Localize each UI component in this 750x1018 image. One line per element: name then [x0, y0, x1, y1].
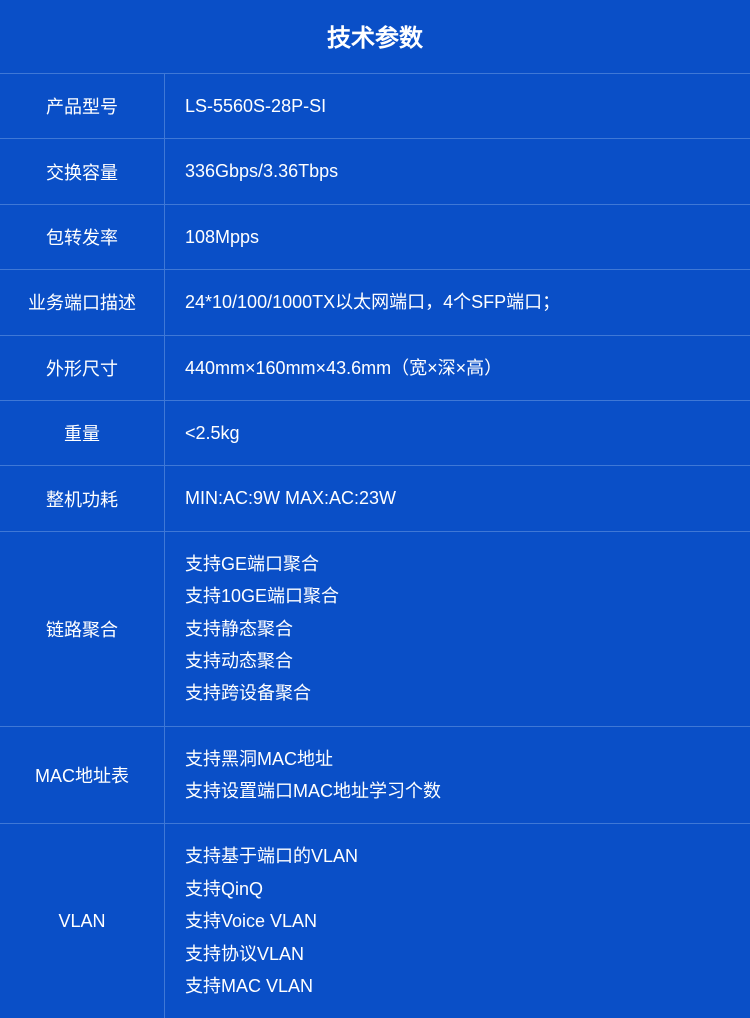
row-label: 交换容量 [0, 139, 165, 203]
value-line: 支持MAC VLAN [185, 970, 730, 1002]
value-line: 336Gbps/3.36Tbps [185, 155, 730, 187]
row-value: 24*10/100/1000TX以太网端口，4个SFP端口； [165, 270, 750, 334]
row-label: 产品型号 [0, 74, 165, 138]
value-line: 支持Voice VLAN [185, 905, 730, 937]
row-value: 336Gbps/3.36Tbps [165, 139, 750, 203]
table-row: MAC地址表支持黑洞MAC地址支持设置端口MAC地址学习个数 [0, 726, 750, 824]
row-label: 整机功耗 [0, 466, 165, 530]
row-value: MIN:AC:9W MAX:AC:23W [165, 466, 750, 530]
row-value: 支持基于端口的VLAN支持QinQ支持Voice VLAN支持协议VLAN支持M… [165, 824, 750, 1018]
value-line: 440mm×160mm×43.6mm（宽×深×高） [185, 352, 730, 384]
value-line: 支持跨设备聚合 [185, 677, 730, 709]
table-row: 产品型号 LS-5560S-28P-SI [0, 73, 750, 138]
row-label: VLAN [0, 824, 165, 1018]
value-line: MIN:AC:9W MAX:AC:23W [185, 482, 730, 514]
row-value: LS-5560S-28P-SI [165, 74, 750, 138]
value-line: 支持协议VLAN [185, 938, 730, 970]
value-line: 支持基于端口的VLAN [185, 840, 730, 872]
table-row: 重量 <2.5kg [0, 400, 750, 465]
table-row: VLAN支持基于端口的VLAN支持QinQ支持Voice VLAN支持协议VLA… [0, 823, 750, 1018]
table-body: 产品型号 LS-5560S-28P-SI 交换容量 336Gbps/3.36Tbps 包… [0, 73, 750, 1018]
value-line: <2.5kg [185, 417, 730, 449]
row-value: <2.5kg [165, 401, 750, 465]
table-row: 业务端口描述 24*10/100/1000TX以太网端口，4个SFP端口； [0, 269, 750, 334]
table-title: 技术参数 [0, 0, 750, 73]
table-row: 外形尺寸 440mm×160mm×43.6mm（宽×深×高） [0, 335, 750, 400]
table-row: 整机功耗 MIN:AC:9W MAX:AC:23W [0, 465, 750, 530]
value-line: 支持黑洞MAC地址 [185, 743, 730, 775]
value-line: LS-5560S-28P-SI [185, 90, 730, 122]
spec-table: 技术参数 产品型号 LS-5560S-28P-SI 交换容量 336Gbps/3.36… [0, 0, 750, 1018]
row-label: 外形尺寸 [0, 336, 165, 400]
value-line: 支持动态聚合 [185, 645, 730, 677]
table-row: 包转发率 108Mpps [0, 204, 750, 269]
value-line: 支持10GE端口聚合 [185, 580, 730, 612]
row-value: 440mm×160mm×43.6mm（宽×深×高） [165, 336, 750, 400]
value-line: 24*10/100/1000TX以太网端口，4个SFP端口； [185, 286, 730, 318]
value-line: 支持静态聚合 [185, 613, 730, 645]
table-row: 链路聚合支持GE端口聚合支持10GE端口聚合支持静态聚合支持动态聚合支持跨设备聚… [0, 531, 750, 726]
row-label: 重量 [0, 401, 165, 465]
value-line: 支持设置端口MAC地址学习个数 [185, 775, 730, 807]
value-line: 108Mpps [185, 221, 730, 253]
row-value: 支持GE端口聚合支持10GE端口聚合支持静态聚合支持动态聚合支持跨设备聚合 [165, 532, 750, 726]
value-line: 支持QinQ [185, 873, 730, 905]
row-value: 108Mpps [165, 205, 750, 269]
row-label: 业务端口描述 [0, 270, 165, 334]
row-label: 链路聚合 [0, 532, 165, 726]
value-line: 支持GE端口聚合 [185, 548, 730, 580]
row-label: 包转发率 [0, 205, 165, 269]
row-value: 支持黑洞MAC地址支持设置端口MAC地址学习个数 [165, 727, 750, 824]
table-row: 交换容量 336Gbps/3.36Tbps [0, 138, 750, 203]
row-label: MAC地址表 [0, 727, 165, 824]
